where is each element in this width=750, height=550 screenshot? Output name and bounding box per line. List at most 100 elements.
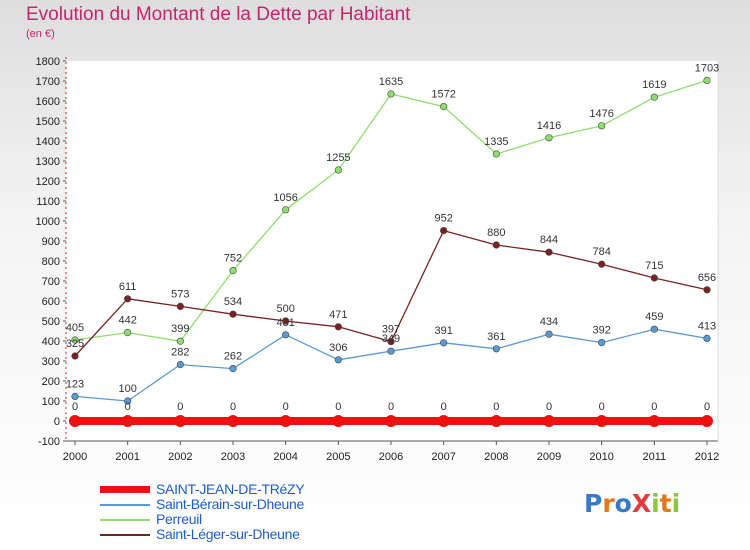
data-point — [334, 166, 342, 174]
data-label: 1476 — [589, 108, 613, 120]
proxiti-logo: ProXiti — [584, 489, 681, 518]
data-point — [492, 150, 500, 158]
data-point — [492, 345, 500, 353]
legend-swatch — [100, 519, 150, 521]
data-label: 325 — [66, 338, 84, 350]
data-label: 442 — [118, 315, 136, 327]
x-tick-label: 2001 — [115, 451, 139, 463]
data-point — [492, 241, 500, 249]
data-label: 459 — [645, 311, 663, 323]
y-tick-label: 1000 — [36, 216, 60, 228]
data-label: 100 — [118, 383, 136, 395]
data-label: 391 — [434, 325, 452, 337]
data-point — [650, 274, 658, 282]
data-label: 349 — [382, 333, 400, 345]
x-tick-label: 2008 — [484, 451, 508, 463]
data-label: 0 — [546, 401, 552, 413]
data-label: 123 — [66, 378, 84, 390]
x-tick-label: 2006 — [379, 451, 403, 463]
data-label: 361 — [487, 331, 505, 343]
data-point — [282, 331, 290, 339]
data-label: 1635 — [379, 76, 403, 88]
y-tick-label: 1500 — [36, 116, 60, 128]
data-label: 413 — [698, 320, 716, 332]
data-label: 434 — [540, 316, 558, 328]
data-point — [229, 310, 237, 318]
y-tick-label: 1300 — [36, 156, 60, 168]
legend-label: SAINT-JEAN-DE-TRéZY — [156, 481, 305, 497]
data-point — [227, 415, 239, 427]
x-tick-label: 2002 — [168, 451, 192, 463]
legend-label: Perreuil — [156, 511, 202, 527]
y-tick-label: 1200 — [36, 176, 60, 188]
data-point — [598, 339, 606, 347]
series-layer — [69, 76, 713, 427]
data-label: 0 — [125, 401, 131, 413]
chart-axes: -100010020030040050060070080090010001100… — [36, 56, 720, 463]
y-tick-label: 300 — [42, 356, 60, 368]
data-label: 880 — [487, 227, 505, 239]
y-tick-label: 900 — [42, 236, 60, 248]
data-label: 784 — [592, 246, 610, 258]
y-tick-label: 500 — [42, 316, 60, 328]
data-point — [598, 260, 606, 268]
data-labels-layer: 405 442 399 752 1056 1255 1635 1572 1335 1416 1476… — [66, 62, 719, 413]
data-point — [650, 93, 658, 101]
x-tick-label: 2003 — [221, 451, 245, 463]
data-point — [437, 415, 450, 427]
data-point — [650, 325, 658, 333]
data-point — [648, 415, 661, 427]
x-tick-label: 2009 — [537, 451, 561, 463]
data-label: 306 — [329, 342, 347, 354]
data-point — [124, 397, 132, 405]
data-label: 0 — [651, 401, 657, 413]
data-point — [176, 361, 184, 369]
data-label: 844 — [540, 234, 558, 246]
y-tick-label: 1800 — [36, 56, 60, 68]
data-point — [543, 415, 555, 427]
legend-swatch — [100, 504, 150, 506]
data-point — [176, 337, 184, 345]
data-label: 0 — [283, 401, 289, 413]
y-tick-label: 200 — [42, 376, 60, 388]
chart-title: Evolution du Montant de la Dette par Hab… — [26, 4, 411, 25]
data-point — [387, 338, 395, 346]
legend-swatch — [100, 486, 150, 493]
data-label: 405 — [66, 322, 84, 334]
data-label: 0 — [335, 401, 341, 413]
data-label: 392 — [592, 325, 610, 337]
data-label: 1255 — [326, 152, 350, 164]
data-point — [229, 267, 237, 275]
data-point — [174, 415, 187, 427]
data-point — [176, 302, 184, 311]
data-label: 1056 — [273, 192, 297, 204]
data-label: 1335 — [484, 136, 508, 148]
data-point — [385, 415, 397, 427]
data-point — [490, 415, 503, 427]
data-point — [71, 336, 79, 344]
data-label: 0 — [72, 401, 78, 413]
data-label: 611 — [119, 281, 137, 293]
data-label: 0 — [704, 401, 710, 413]
data-point — [334, 323, 342, 331]
data-point — [598, 122, 606, 130]
data-label: 1619 — [642, 79, 666, 91]
legend-label: Saint-Bérain-sur-Dheune — [156, 496, 304, 512]
data-point — [332, 415, 345, 427]
data-point — [282, 206, 290, 214]
data-point — [440, 102, 448, 111]
x-tick-label: 2004 — [273, 451, 297, 463]
data-point — [121, 415, 134, 427]
y-tick-label: 600 — [42, 296, 60, 308]
data-label: 0 — [230, 401, 236, 413]
data-label: 500 — [276, 303, 294, 315]
data-point — [282, 317, 290, 325]
data-point — [545, 330, 553, 338]
x-tick-label: 2010 — [589, 451, 613, 463]
y-tick-label: 0 — [54, 416, 60, 428]
data-point — [229, 365, 237, 373]
data-point — [545, 248, 553, 256]
data-label: 282 — [171, 347, 189, 359]
data-point — [703, 76, 711, 84]
